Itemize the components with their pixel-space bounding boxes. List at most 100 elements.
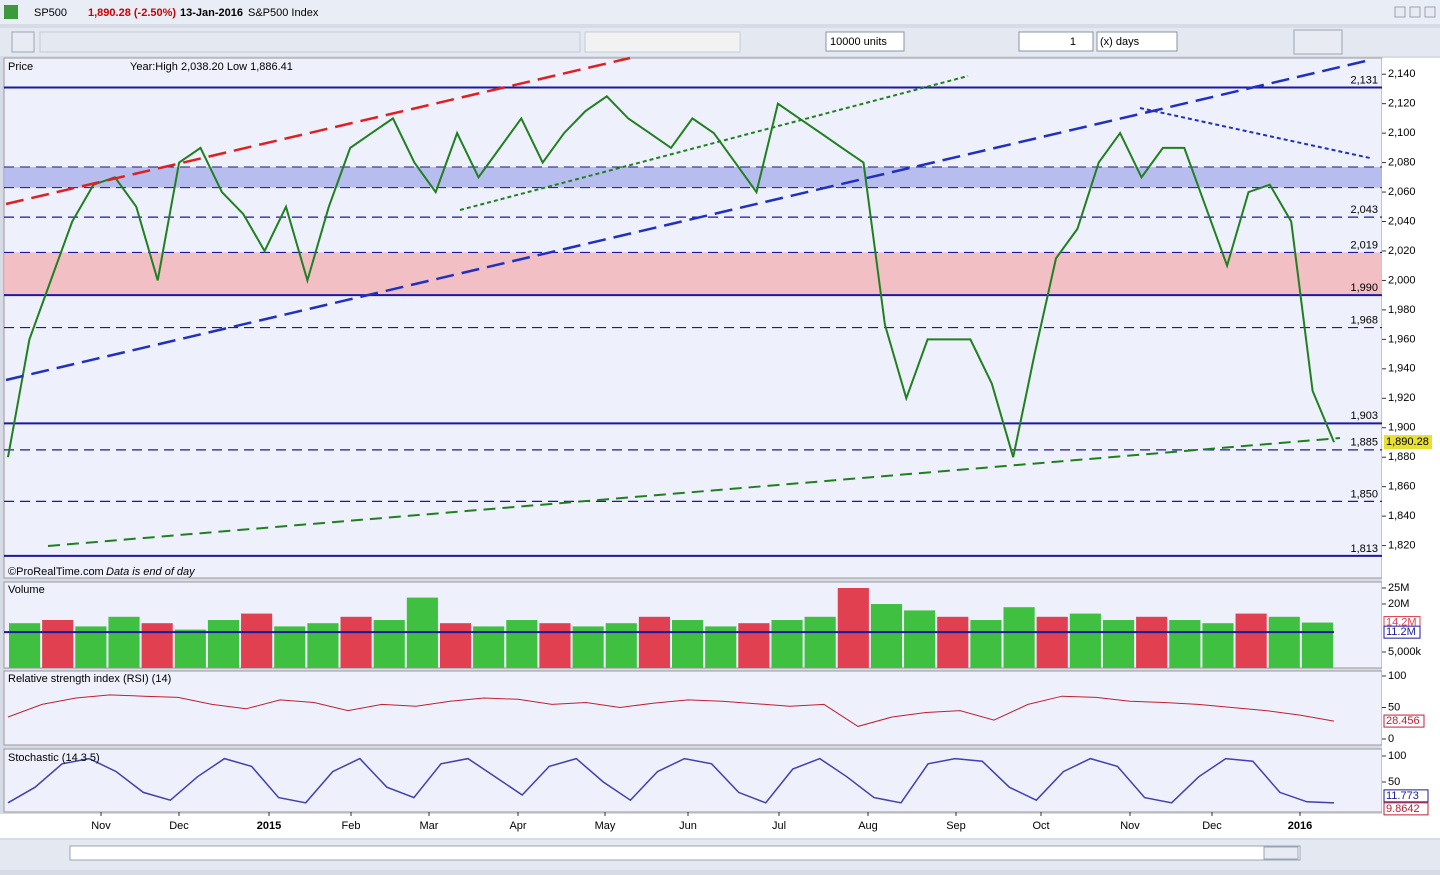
trend-line bbox=[47, 437, 1341, 547]
volume-bar bbox=[1235, 613, 1267, 668]
volume-bar bbox=[1003, 607, 1035, 668]
volume-bar bbox=[937, 616, 969, 668]
rsi-panel bbox=[3, 670, 1383, 746]
period-select[interactable] bbox=[1096, 31, 1178, 52]
volume-bar bbox=[837, 588, 869, 668]
price-change: 1,890.28 (-2.50%) bbox=[88, 7, 176, 19]
drawing-tools bbox=[11, 31, 741, 53]
y-tick-label: 1,900 bbox=[1388, 422, 1416, 434]
series-line bbox=[7, 694, 1335, 727]
tool-pointer[interactable] bbox=[11, 31, 35, 53]
chart-type-button[interactable] bbox=[1293, 29, 1343, 55]
stochastic-label: Stochastic (14 3 5) bbox=[8, 752, 100, 764]
x-tick-label: Dec bbox=[169, 820, 189, 832]
stochastic-value: 11.773 bbox=[1386, 790, 1419, 802]
volume-value-box bbox=[1383, 625, 1421, 639]
last-price: 1,890.28 bbox=[1386, 436, 1429, 448]
y-tick-label: 1,980 bbox=[1388, 304, 1416, 316]
x-tick-label: 2016 bbox=[1288, 820, 1312, 832]
y-tick-label: 1,920 bbox=[1388, 392, 1416, 404]
x-tick-label: Mar bbox=[420, 820, 439, 832]
x-tick-label: Dec bbox=[1202, 820, 1222, 832]
volume-bar bbox=[1202, 623, 1234, 668]
y-tick-label: 1,820 bbox=[1388, 539, 1416, 551]
x-tick-label: Nov bbox=[91, 820, 111, 832]
price-panel bbox=[3, 57, 1383, 579]
stochastic-value-box bbox=[1383, 802, 1429, 816]
level-label: 1,903 bbox=[1350, 410, 1378, 422]
units-select[interactable] bbox=[825, 31, 905, 52]
y-tick-label: 2,000 bbox=[1388, 274, 1416, 286]
x-tick-label: Aug bbox=[858, 820, 878, 832]
y-tick-label: 100 bbox=[1388, 750, 1406, 762]
price-label: Price bbox=[8, 61, 33, 73]
volume-bar bbox=[738, 623, 770, 668]
level-label: 1,850 bbox=[1350, 488, 1378, 500]
date: 13-Jan-2016 bbox=[180, 7, 243, 19]
volume-bar bbox=[1268, 616, 1300, 668]
volume-bar bbox=[241, 613, 273, 668]
volume-bar bbox=[870, 604, 903, 668]
y-tick-label: 2,140 bbox=[1388, 68, 1416, 80]
rsi-value: 28.456 bbox=[1386, 715, 1420, 727]
y-tick-label: 2,100 bbox=[1388, 127, 1416, 139]
volume-bar bbox=[108, 616, 140, 668]
symbol: SP500 bbox=[34, 7, 67, 19]
level-label: 2,131 bbox=[1350, 74, 1378, 86]
y-tick-label: 1,840 bbox=[1388, 510, 1416, 522]
y-tick-label: 2,080 bbox=[1388, 156, 1416, 168]
y-tick-label: 1,860 bbox=[1388, 481, 1416, 493]
y-tick-label: 50 bbox=[1388, 701, 1400, 713]
credit: ©ProRealTime.com bbox=[8, 566, 104, 578]
volume-bar bbox=[672, 620, 704, 668]
volume-bar bbox=[1102, 620, 1135, 668]
volume-bar bbox=[473, 626, 505, 668]
volume-bar bbox=[174, 629, 206, 668]
time-axis bbox=[0, 814, 1440, 838]
trend-line bbox=[5, 56, 631, 206]
y-tick-label: 2,020 bbox=[1388, 245, 1416, 257]
volume-bar bbox=[605, 623, 637, 668]
x-tick-label: May bbox=[595, 820, 616, 832]
minimize[interactable] bbox=[1394, 6, 1406, 18]
volume-bar bbox=[207, 620, 240, 668]
count-input[interactable] bbox=[1018, 31, 1094, 52]
scrollbar[interactable] bbox=[69, 845, 1301, 861]
y-tick-label: 50 bbox=[1388, 776, 1400, 788]
volume-value: 14.2M bbox=[1386, 616, 1417, 628]
price-header bbox=[6, 60, 126, 74]
maximize[interactable] bbox=[1409, 6, 1421, 18]
x-tick-label: Oct bbox=[1032, 820, 1049, 832]
volume-bar bbox=[970, 620, 1002, 668]
volume-bar bbox=[804, 616, 836, 668]
trend-line bbox=[1139, 107, 1371, 159]
y-tick-label: 2,120 bbox=[1388, 98, 1416, 110]
volume-bar bbox=[1036, 616, 1068, 668]
level-label: 1,885 bbox=[1350, 437, 1378, 449]
app-icon bbox=[4, 5, 18, 19]
y-tick-label: 5,000k bbox=[1388, 646, 1422, 658]
volume-bar bbox=[1169, 620, 1201, 668]
close[interactable] bbox=[1424, 6, 1436, 18]
last-price-box bbox=[1384, 435, 1432, 450]
units-text: 10000 units bbox=[830, 36, 887, 48]
tool-strip[interactable] bbox=[39, 31, 581, 53]
volume-bar bbox=[771, 620, 803, 668]
volume-bar bbox=[1136, 616, 1168, 668]
y-tick-label: 1,880 bbox=[1388, 451, 1416, 463]
price-info: Year:High 2,038.20 Low 1,886.41 bbox=[130, 61, 293, 73]
volume-bar bbox=[274, 626, 306, 668]
y-tick-label: 2,040 bbox=[1388, 215, 1416, 227]
volume-bar bbox=[439, 623, 472, 668]
scroll-thumb[interactable] bbox=[1263, 846, 1299, 860]
x-tick-label: Nov bbox=[1120, 820, 1140, 832]
period-text: (x) days bbox=[1100, 36, 1140, 48]
level-label: 1,813 bbox=[1350, 543, 1378, 555]
y-tick-label: 1,960 bbox=[1388, 333, 1416, 345]
color-palette[interactable] bbox=[584, 31, 741, 53]
stochastic-value-box bbox=[1383, 789, 1429, 803]
volume-bar bbox=[572, 626, 604, 668]
volume-bar bbox=[42, 620, 74, 668]
volume-bar bbox=[506, 620, 538, 668]
